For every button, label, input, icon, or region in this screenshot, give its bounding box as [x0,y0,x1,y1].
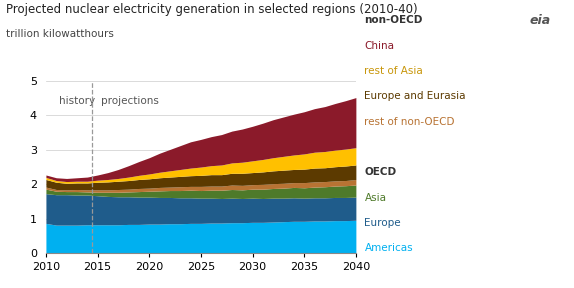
Text: Projected nuclear electricity generation in selected regions (2010-40): Projected nuclear electricity generation… [6,3,417,16]
Text: eia: eia [530,14,551,27]
Text: Americas: Americas [364,243,413,253]
Text: projections: projections [100,96,158,106]
Text: Europe and Eurasia: Europe and Eurasia [364,91,466,101]
Text: trillion kilowatthours: trillion kilowatthours [6,29,114,39]
Text: non-OECD: non-OECD [364,15,423,25]
Text: Asia: Asia [364,193,386,202]
Text: OECD: OECD [364,167,397,177]
Text: rest of Asia: rest of Asia [364,66,423,76]
Text: China: China [364,41,394,50]
Text: history: history [59,96,95,106]
Text: rest of non-OECD: rest of non-OECD [364,117,455,126]
Text: Europe: Europe [364,218,401,228]
